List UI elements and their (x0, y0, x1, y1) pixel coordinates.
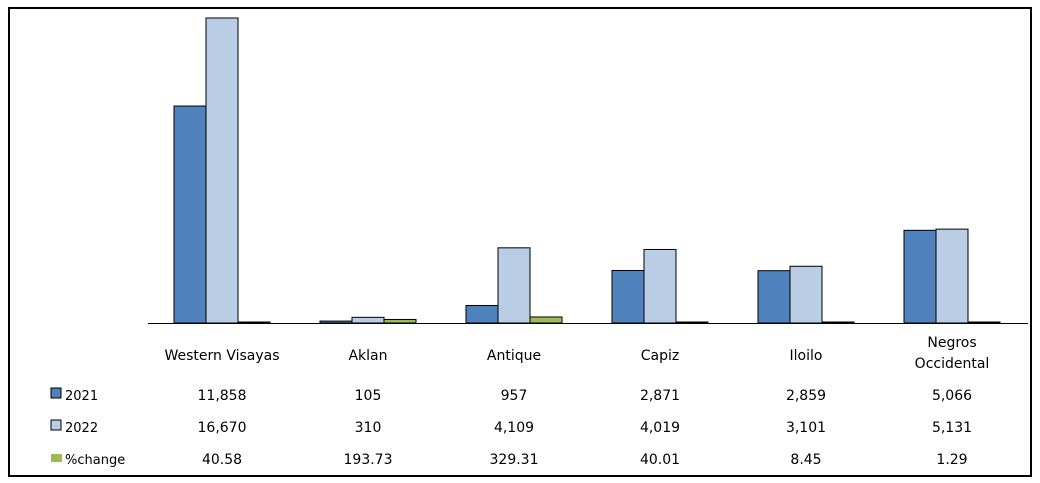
legend-label-2021: 2021 (65, 389, 98, 404)
data-label-pctchange-0: 40.58 (202, 452, 242, 468)
category-label-4: Iloilo (790, 348, 823, 364)
bar-pctchange-4 (821, 321, 855, 324)
bar-2021-4 (757, 270, 791, 324)
data-label-2021-4: 2,859 (786, 388, 826, 404)
bar-2021-0 (173, 105, 207, 324)
bar-2022-0 (205, 17, 239, 324)
data-label-2022-2: 4,109 (494, 420, 534, 436)
legend-key-2022 (50, 419, 62, 431)
legend-key-pctchange (51, 454, 62, 462)
bar-2021-5 (903, 229, 937, 324)
data-label-pctchange-3: 40.01 (640, 452, 680, 468)
bar-pctchange-0 (237, 321, 271, 324)
data-label-pctchange-1: 193.73 (344, 452, 393, 468)
data-label-2021-3: 2,871 (640, 388, 680, 404)
data-label-pctchange-4: 8.45 (790, 452, 821, 468)
data-label-2022-0: 16,670 (198, 420, 247, 436)
bar-pctchange-5 (967, 321, 1001, 324)
category-label-3: Capiz (641, 348, 679, 364)
data-label-2022-5: 5,131 (932, 420, 972, 436)
bar-pctchange-1 (383, 318, 417, 324)
bar-2021-2 (465, 304, 499, 324)
data-label-2021-5: 5,066 (932, 388, 972, 404)
data-label-pctchange-2: 329.31 (490, 452, 539, 468)
category-label-5: Negros (927, 335, 976, 351)
data-label-2022-1: 310 (355, 420, 382, 436)
legend-label-pctchange: %change (65, 453, 125, 468)
bar-2021-1 (319, 320, 353, 324)
bar-2022-1 (351, 316, 385, 324)
bar-2022-5 (935, 228, 969, 324)
category-label-2: Antique (487, 348, 541, 364)
category-label-5: Occidental (915, 356, 990, 372)
category-label-1: Aklan (348, 348, 387, 364)
data-label-2021-1: 105 (355, 388, 382, 404)
bar-2021-3 (611, 269, 645, 324)
bar-pctchange-2 (529, 316, 563, 324)
data-label-2021-0: 11,858 (198, 388, 247, 404)
bar-2022-2 (497, 247, 531, 324)
bar-2022-4 (789, 265, 823, 324)
bar-2022-3 (643, 248, 677, 324)
category-label-0: Western Visayas (164, 348, 279, 364)
legend-label-2022: 2022 (65, 421, 98, 436)
data-label-pctchange-5: 1.29 (936, 452, 967, 468)
data-label-2021-2: 957 (501, 388, 528, 404)
bar-pctchange-3 (675, 321, 709, 324)
data-label-2022-3: 4,019 (640, 420, 680, 436)
legend-key-2021 (50, 387, 62, 399)
data-label-2022-4: 3,101 (786, 420, 826, 436)
